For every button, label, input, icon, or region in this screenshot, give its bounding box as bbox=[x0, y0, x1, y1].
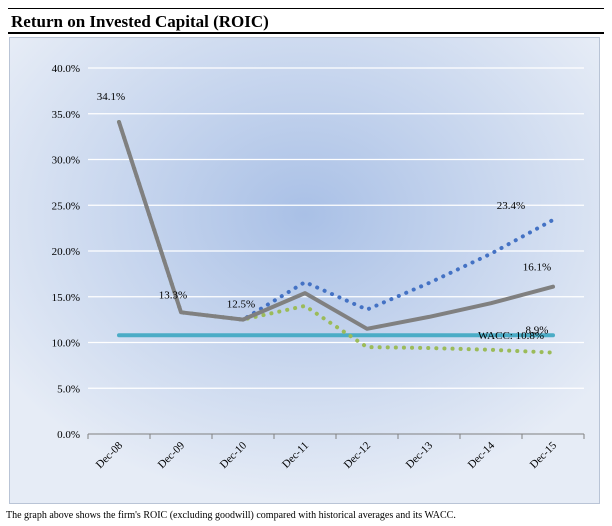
y-tick-label: 15.0% bbox=[52, 292, 80, 304]
y-tick-label: 30.0% bbox=[52, 155, 80, 167]
data-label: 12.5% bbox=[227, 299, 255, 311]
series-line-roic bbox=[117, 120, 555, 331]
roic-chart-svg: 0.0% 5.0% 10.0% 15.0% 20.0% 25.0% 30.0% 35.0% 40… bbox=[10, 38, 599, 503]
chart-caption: The graph above shows the firm's ROIC (e… bbox=[6, 510, 456, 521]
chart-background bbox=[10, 38, 599, 503]
y-tick-label: 10.0% bbox=[52, 338, 80, 350]
y-tick-label: 40.0% bbox=[52, 63, 80, 75]
chart-title: Return on Invested Capital (ROIC) bbox=[11, 12, 269, 31]
data-label: 34.1% bbox=[97, 91, 125, 103]
data-label: 13.3% bbox=[159, 289, 187, 301]
data-label: WACC: 10.8% bbox=[478, 330, 544, 342]
y-tick-label: 35.0% bbox=[52, 109, 80, 121]
y-tick-label: 20.0% bbox=[52, 246, 80, 258]
y-tick-label: 25.0% bbox=[52, 200, 80, 212]
roic-chart: 0.0% 5.0% 10.0% 15.0% 20.0% 25.0% 30.0% 35.0% 40… bbox=[9, 37, 600, 504]
data-label: 23.4% bbox=[497, 200, 525, 212]
y-tick-label: 5.0% bbox=[57, 383, 80, 395]
y-tick-label: 0.0% bbox=[57, 429, 80, 441]
data-label: 8.9% bbox=[526, 325, 549, 337]
data-label: 16.1% bbox=[523, 262, 551, 274]
chart-header: Return on Invested Capital (ROIC) bbox=[8, 8, 604, 34]
